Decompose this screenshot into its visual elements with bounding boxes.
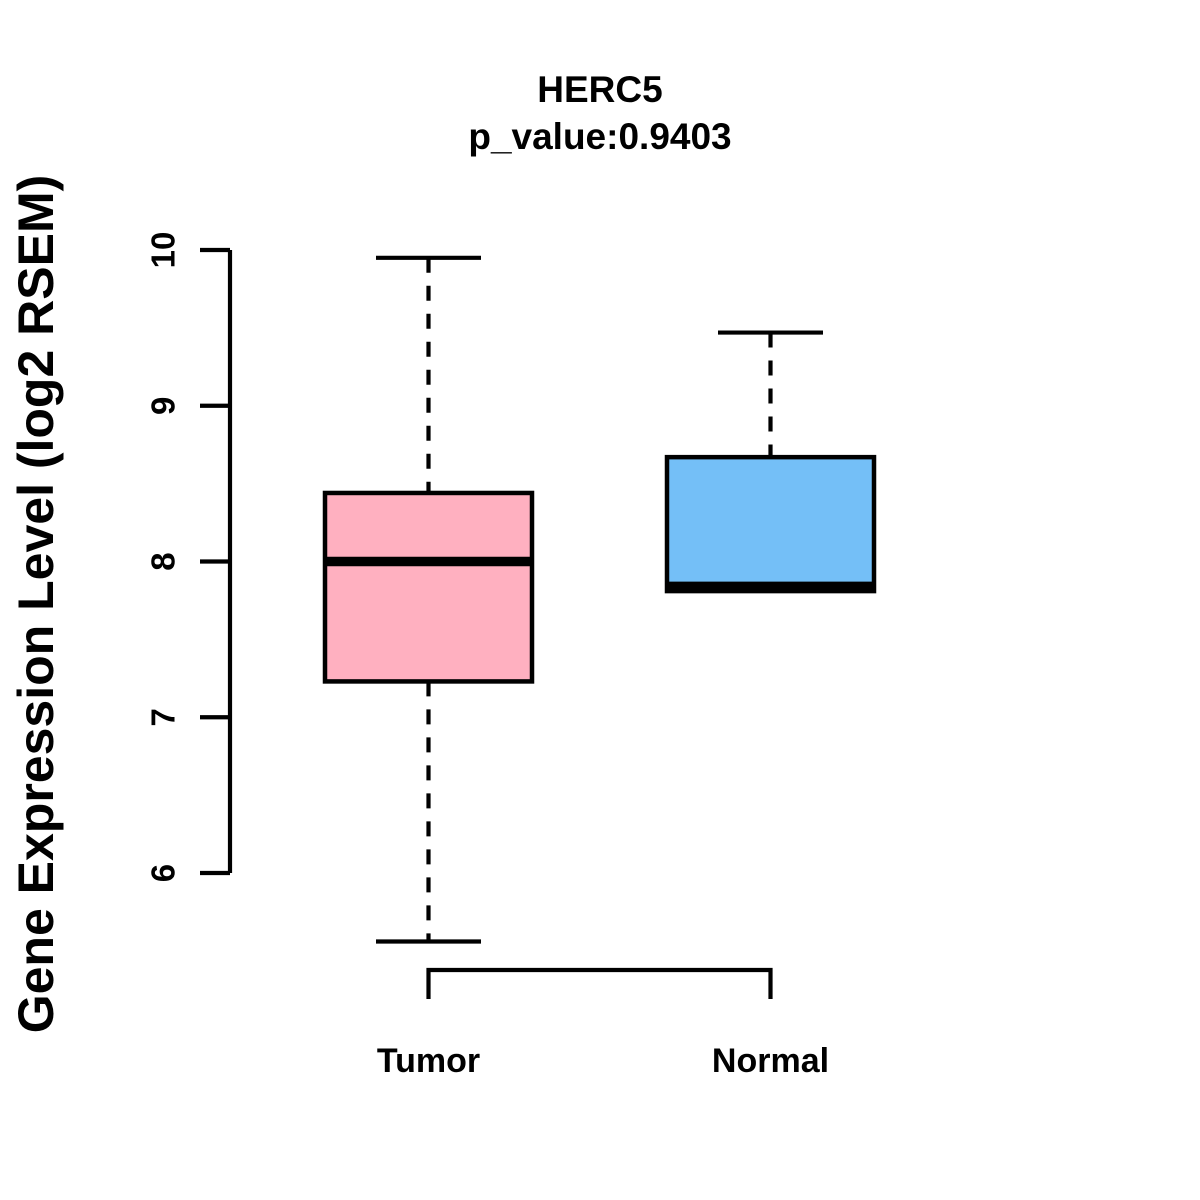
y-tick-label: 7 (145, 708, 182, 726)
y-tick-label: 8 (145, 552, 182, 570)
box-normal (664, 454, 877, 594)
box-tumor (322, 490, 535, 684)
x-group-label: Normal (712, 1042, 829, 1080)
chart-subtitle: p_value:0.9403 (468, 116, 732, 157)
chart-title: HERC5 (537, 69, 663, 110)
y-tick-label: 6 (145, 864, 182, 882)
y-axis-label: Gene Expression Level (log2 RSEM) (8, 174, 64, 1034)
chart-title-block: HERC5 p_value:0.9403 (0, 66, 1200, 160)
y-tick-label: 10 (145, 232, 182, 269)
y-tick-label: 9 (145, 397, 182, 415)
x-axis-bracket (426, 967, 773, 999)
x-group-label: Tumor (377, 1042, 480, 1080)
